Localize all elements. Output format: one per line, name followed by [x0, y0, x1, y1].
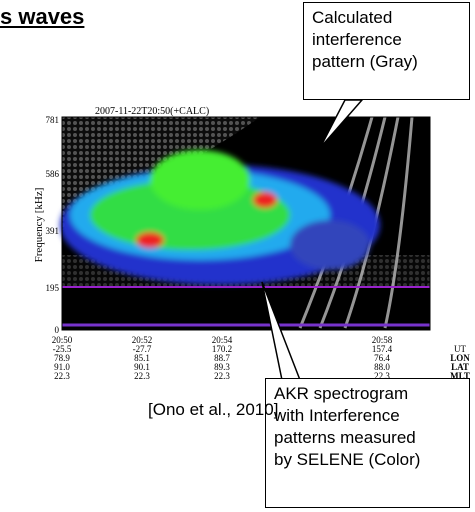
title: s waves [0, 4, 85, 29]
y-tick-label: 195 [46, 283, 60, 293]
x-tick-label: -27.7 [133, 344, 152, 354]
x-tick-label: 20:58 [372, 335, 393, 345]
callout-line: Calculated [312, 8, 393, 27]
akr-emission [60, 150, 380, 285]
x-tick-label: 157.4 [372, 344, 393, 354]
callout-line: AKR spectrogram [274, 384, 409, 403]
row-label: MLT [450, 371, 470, 381]
callout-line: patterns measured [274, 428, 416, 447]
x-tick-label: 22.3 [134, 371, 150, 381]
x-tick-label: 22.3 [54, 371, 70, 381]
x-tick-label: 89.3 [214, 362, 230, 372]
row-label: UT [454, 344, 466, 354]
x-tick-label: 170.2 [212, 344, 232, 354]
callout-line: by SELENE (Color) [274, 450, 421, 469]
x-tick-label: 88.7 [214, 353, 230, 363]
citation: [Ono et al., 2010] [148, 400, 279, 419]
x-tick-label: 22.3 [214, 371, 230, 381]
x-tick-label: 85.1 [134, 353, 150, 363]
row-label: LON [450, 353, 470, 363]
y-label: Frequency [kHz] [33, 188, 45, 263]
x-tick-label: -25.5 [53, 344, 72, 354]
x-tick-label: 20:52 [132, 335, 153, 345]
callout-pointer [319, 99, 364, 149]
x-tick-label: 22.3 [374, 371, 390, 381]
x-tick-label: 20:54 [212, 335, 233, 345]
y-tick-label: 781 [46, 115, 60, 125]
plot-title: 2007-11-22T20:50(+CALC) [95, 106, 209, 117]
callout-line: with Interference [274, 406, 400, 425]
y-tick-label: 0 [55, 325, 60, 335]
callout: Calculated interference pattern (Gray) [303, 2, 470, 100]
callout-line: pattern (Gray) [312, 52, 418, 71]
y-tick-label: 391 [46, 226, 60, 236]
x-tick-label: 76.4 [374, 353, 390, 363]
x-tick-label: 91.0 [54, 362, 70, 372]
x-tick-label: 88.0 [374, 362, 390, 372]
row-label: LAT [451, 362, 469, 372]
callout-line: interference [312, 30, 402, 49]
callout: AKR spectrogram with Interference patterns… [265, 378, 470, 508]
x-tick-label: 90.1 [134, 362, 150, 372]
x-tick-label: 78.9 [54, 353, 70, 363]
y-tick-label: 586 [46, 169, 60, 179]
x-tick-label: 20:50 [52, 335, 73, 345]
plot-frame [61, 116, 431, 331]
